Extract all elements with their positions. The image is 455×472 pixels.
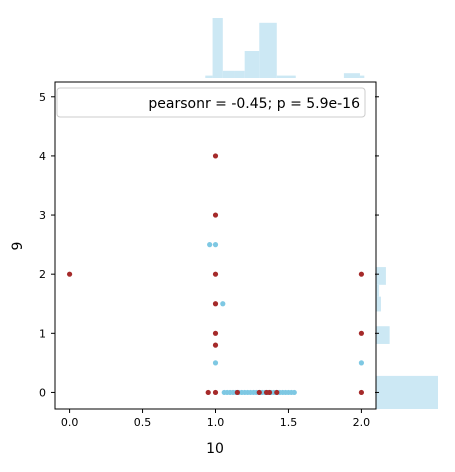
scatter-point-light: [212, 242, 219, 248]
marginal-y-bar: [376, 267, 386, 285]
marginal-x-bar: [212, 18, 223, 78]
y-axis-label: 9: [10, 242, 26, 251]
scatter-point-dark: [212, 212, 219, 218]
x-tick-label: 1.5: [280, 416, 298, 429]
y-tick-label: 5: [39, 91, 46, 104]
marginal-x-bar: [359, 75, 365, 78]
scatter-point-light: [220, 301, 226, 307]
marginal-y-histogram: [376, 267, 438, 409]
y-tick-label: 1: [39, 327, 46, 340]
y-tick-label: 4: [39, 150, 46, 163]
scatter-point-dark: [212, 301, 219, 307]
scatter-point-light: [291, 389, 297, 396]
scatter-point-light: [207, 242, 213, 248]
marginal-x-bar: [276, 75, 296, 78]
legend-box: pearsonr = -0.45; p = 5.9e-16: [56, 87, 366, 118]
marginal-x-bar: [222, 70, 235, 78]
scatter-point-dark: [212, 342, 219, 348]
scatter-point-dark: [358, 330, 365, 336]
marginal-x-bar: [244, 51, 260, 78]
scatter-point-dark: [66, 271, 73, 277]
y-tick-label: 3: [39, 209, 46, 222]
scatter-point-dark: [234, 389, 240, 396]
x-tick-label: 2.0: [353, 416, 371, 429]
scatter-point-dark: [358, 389, 365, 396]
scatter-point-dark: [212, 389, 219, 396]
y-tick-label: 2: [39, 268, 46, 281]
marginal-x-bar: [343, 73, 360, 78]
scatter-point-dark: [266, 389, 273, 396]
marginal-x-bar: [234, 70, 245, 78]
scatter-point-dark: [274, 389, 280, 396]
scatter-point-dark: [212, 330, 219, 336]
scatter-point-dark: [358, 271, 365, 277]
axis-ticks: 0.0 0.5 1.0 1.5 2.0 0 1 2 3 4 5: [39, 91, 379, 429]
marginal-y-bar: [376, 326, 390, 344]
x-tick-label: 0.5: [134, 416, 152, 429]
marginal-x-bar: [259, 22, 277, 78]
scatter-point-light: [212, 360, 219, 366]
scatter-points: [66, 153, 365, 396]
scatter-point-dark: [256, 389, 262, 396]
marginal-x-bar: [205, 75, 213, 78]
legend-frame: [56, 87, 366, 118]
pearsonr-annotation: pearsonr = -0.45; p = 5.9e-16: [148, 96, 360, 112]
x-tick-label: 1.0: [207, 416, 225, 429]
marginal-y-bar: [376, 284, 380, 297]
scatter-point-dark: [212, 153, 219, 159]
x-tick-label: 0.0: [61, 416, 79, 429]
marginal-x-histogram: [205, 18, 365, 78]
y-tick-label: 0: [39, 386, 46, 399]
marginal-y-bar: [376, 296, 381, 312]
scatter-point-light: [358, 360, 365, 366]
scatter-point-dark: [212, 271, 219, 277]
scatter-point-dark: [205, 389, 211, 396]
x-axis-label: 10: [206, 441, 224, 457]
marginal-y-bar: [376, 375, 438, 409]
